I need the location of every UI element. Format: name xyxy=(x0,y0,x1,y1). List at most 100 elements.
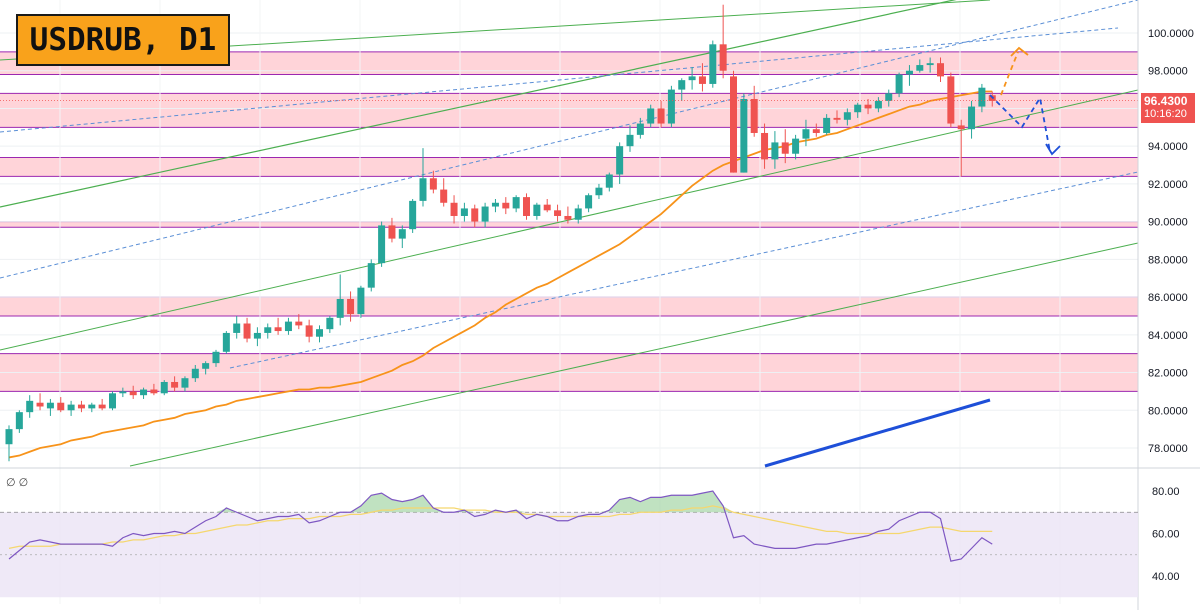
candle-body-61 xyxy=(636,123,644,135)
trend-arrow-line xyxy=(764,398,991,468)
candle-64 xyxy=(667,85,675,128)
candle-body-37 xyxy=(388,225,396,239)
candle-body-43 xyxy=(450,202,458,216)
candle-44 xyxy=(460,202,468,222)
candle-48 xyxy=(502,197,510,215)
candle-37 xyxy=(388,217,396,243)
candle-body-13 xyxy=(140,389,148,396)
candle-body-85 xyxy=(885,93,893,101)
candle-51 xyxy=(533,202,541,220)
forecast-down-path xyxy=(989,94,1051,153)
candle-53 xyxy=(554,204,562,222)
candle-76 xyxy=(792,134,800,160)
candle-92 xyxy=(957,119,965,177)
candle-3 xyxy=(36,393,44,411)
candle-body-5 xyxy=(57,402,65,411)
candle-88 xyxy=(916,59,924,73)
candle-body-17 xyxy=(181,378,189,388)
rsi-line xyxy=(8,490,993,562)
rsi-tick-label-0: 80.00 xyxy=(1152,486,1180,498)
candle-86 xyxy=(895,72,903,98)
candle-body-67 xyxy=(698,76,706,84)
candle-90 xyxy=(937,57,944,83)
candle-32 xyxy=(336,274,344,326)
candle-body-14 xyxy=(150,389,158,394)
candle-body-10 xyxy=(109,393,116,409)
forecast-up-arrowhead xyxy=(1010,46,1029,57)
candle-73 xyxy=(761,123,769,169)
candle-body-4 xyxy=(46,402,54,409)
rsi-overbought-fill-0 xyxy=(216,508,237,513)
candle-body-93 xyxy=(968,106,976,130)
current-price: 96.4300 xyxy=(1144,94,1188,108)
candle-body-78 xyxy=(812,129,820,133)
candle-body-0 xyxy=(5,429,13,445)
candle-65 xyxy=(678,78,686,101)
candle-body-21 xyxy=(222,332,230,352)
candle-81 xyxy=(843,108,851,126)
candle-54 xyxy=(564,206,572,224)
moving-average xyxy=(8,90,993,459)
channel-line-5 xyxy=(0,0,1139,279)
candle-8 xyxy=(88,402,96,413)
candle-40 xyxy=(419,148,427,207)
candle-body-92 xyxy=(957,125,965,130)
candle-body-40 xyxy=(419,178,427,201)
price-tick-label-10: 80.0000 xyxy=(1148,405,1188,417)
price-tick-label-7: 86.0000 xyxy=(1148,292,1188,304)
candle-body-69 xyxy=(719,44,727,71)
candle-body-2 xyxy=(26,400,34,413)
candle-7 xyxy=(77,400,85,413)
candle-13 xyxy=(140,387,148,399)
candle-body-57 xyxy=(595,187,603,196)
candle-body-81 xyxy=(843,112,851,120)
candle-body-59 xyxy=(616,146,624,175)
candle-4 xyxy=(46,398,54,416)
candle-body-8 xyxy=(88,404,96,409)
candle-24 xyxy=(253,327,261,347)
candle-9 xyxy=(98,398,106,411)
candle-body-74 xyxy=(771,142,779,160)
candle-body-11 xyxy=(119,391,127,394)
candle-body-76 xyxy=(792,138,800,154)
candle-6 xyxy=(67,400,75,416)
candle-45 xyxy=(471,204,479,228)
candle-body-24 xyxy=(253,332,261,339)
candle-30 xyxy=(316,325,323,343)
candle-body-84 xyxy=(874,100,882,109)
candle-body-65 xyxy=(678,80,686,90)
price-tick-label-9: 82.0000 xyxy=(1148,368,1188,380)
candle-body-34 xyxy=(357,287,365,315)
channel-line-4 xyxy=(0,27,1119,133)
channel-line-3 xyxy=(129,242,1139,467)
candle-5 xyxy=(57,397,65,413)
candle-80 xyxy=(833,110,841,124)
candle-1 xyxy=(15,410,23,433)
indicator-legend: ∅ ∅ xyxy=(6,477,29,489)
candle-body-12 xyxy=(129,391,137,396)
candle-70 xyxy=(730,70,737,173)
candle-body-86 xyxy=(895,74,903,94)
candle-25 xyxy=(264,323,272,339)
candle-26 xyxy=(274,317,282,335)
candle-body-79 xyxy=(823,117,831,133)
candle-38 xyxy=(398,225,406,249)
resistance-zone-1 xyxy=(0,93,1138,128)
candle-79 xyxy=(823,114,831,135)
price-tick-label-4: 92.0000 xyxy=(1148,179,1188,191)
candle-body-41 xyxy=(429,178,437,190)
candle-82 xyxy=(854,102,862,118)
candle-body-70 xyxy=(730,76,737,173)
price-tick-label-5: 90.0000 xyxy=(1148,217,1188,229)
candle-body-46 xyxy=(481,206,489,222)
candle-body-60 xyxy=(626,134,634,147)
candle-31 xyxy=(326,315,334,333)
candle-body-66 xyxy=(688,76,696,81)
candle-89 xyxy=(926,57,934,73)
candle-body-90 xyxy=(937,63,944,77)
candle-59 xyxy=(616,142,624,184)
candle-63 xyxy=(657,100,665,128)
channel-line-6 xyxy=(229,171,1139,369)
price-tick-label-0: 100.0000 xyxy=(1148,28,1194,40)
